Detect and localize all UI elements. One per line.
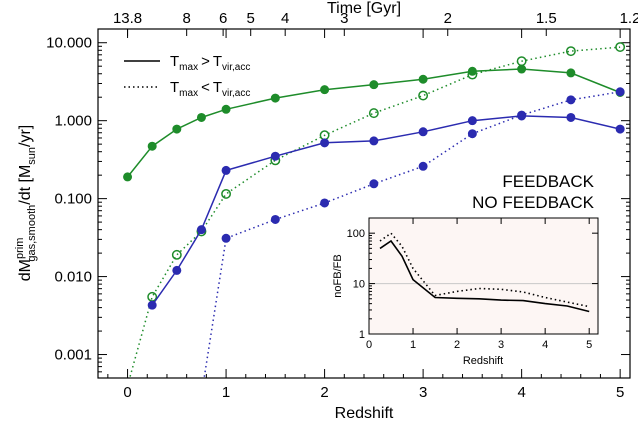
data-point	[566, 95, 576, 105]
data-point	[516, 56, 527, 67]
x-tick-label: 1	[222, 384, 230, 401]
data-point	[368, 108, 379, 119]
main-series-group	[123, 42, 626, 378]
data-point	[418, 90, 429, 101]
data-point	[467, 69, 478, 80]
inset-x-tick-label: 0	[366, 339, 372, 351]
inset-x-tick-label: 4	[542, 339, 548, 351]
legend: Tmax > Tvir,acc Tmax < Tvir,acc	[124, 53, 250, 99]
inset-background	[369, 218, 598, 334]
data-point	[270, 93, 280, 103]
data-point	[221, 165, 231, 175]
inset-x-tick-label: 3	[498, 339, 504, 351]
data-point	[172, 124, 182, 134]
legend-entry-solid: Tmax > Tvir,acc	[170, 53, 250, 73]
y-tick-label: 0.001	[54, 347, 92, 364]
inset-frame	[368, 217, 599, 335]
data-point	[147, 300, 157, 310]
inset-x-axis-title: Redshift	[463, 355, 503, 367]
top-tick-label: 4	[281, 10, 289, 27]
annotation-no-feedback: NO FEEDBACK	[472, 193, 595, 212]
data-point	[221, 233, 231, 243]
data-point	[369, 179, 379, 189]
data-point	[517, 110, 527, 120]
y-axis-title: dMprimgas,smooth/dt [Msun/yr]	[14, 125, 38, 281]
x-tick-label: 5	[616, 384, 624, 401]
annotation-feedback: FEEDBACK	[502, 172, 594, 191]
y-tick-label: 0.100	[54, 191, 92, 208]
data-point	[418, 74, 428, 84]
inset-y-tick-label: 100	[347, 228, 365, 240]
data-point	[467, 129, 477, 139]
y-axis-title-unit-tail: /yr]	[17, 125, 34, 147]
data-point	[221, 188, 232, 199]
top-axis-title: Time [Gyr]	[327, 0, 401, 17]
data-point	[320, 85, 330, 95]
y-axis-title-tail: /dt [M	[17, 165, 34, 205]
y-axis-title-sup: prim	[14, 238, 26, 259]
data-point	[418, 161, 428, 171]
data-point	[615, 42, 626, 53]
inset-series-group	[379, 232, 590, 313]
data-point	[196, 225, 206, 235]
x-tick-label: 4	[517, 384, 525, 401]
series-line	[128, 46, 621, 378]
data-point	[196, 112, 206, 122]
series-line	[151, 115, 621, 306]
data-point	[615, 124, 625, 134]
y-tick-label: 0.010	[54, 269, 92, 286]
y-axis-title-sub: gas,smooth	[26, 205, 38, 262]
data-point	[320, 198, 330, 208]
top-tick-label: 13.8	[113, 10, 142, 27]
y-axis-title-unit-sub: sun	[26, 147, 38, 165]
top-tick-label: 6	[219, 10, 227, 27]
data-point	[320, 138, 330, 148]
data-point	[566, 68, 576, 78]
top-tick-label: 2	[444, 10, 452, 27]
inset-y-axis-title: noFB/FB	[332, 254, 344, 297]
inset-x-tick-label: 2	[454, 339, 460, 351]
inset-x-tick-label: 5	[586, 339, 592, 351]
data-point	[172, 265, 182, 275]
data-point	[418, 127, 428, 137]
data-point	[566, 112, 576, 122]
data-point	[147, 141, 157, 151]
data-point	[270, 214, 280, 224]
data-point	[615, 87, 625, 97]
top-tick-label: 3	[340, 10, 348, 27]
top-tick-label: 1.5	[536, 10, 557, 27]
y-axis-title-base: dM	[17, 259, 34, 281]
x-axis-title: Redshift	[335, 405, 394, 422]
data-point	[123, 172, 133, 182]
top-tick-label: 8	[182, 10, 190, 27]
top-tick-label: 5	[247, 10, 255, 27]
data-point	[467, 116, 477, 126]
data-point	[369, 80, 379, 90]
data-point	[171, 249, 182, 260]
data-point	[565, 46, 576, 57]
data-point	[270, 151, 280, 161]
top-tick-label: 1.2	[620, 10, 638, 27]
inset-series-line	[379, 239, 590, 313]
inset-y-tick-label: 1	[359, 329, 365, 341]
inset-y-tick-label: 10	[353, 279, 365, 291]
data-point	[221, 104, 231, 114]
inset-series-line	[379, 232, 590, 308]
data-point	[369, 136, 379, 146]
inset-x-tick-label: 1	[410, 339, 416, 351]
y-tick-label: 10.000	[46, 35, 92, 52]
x-tick-label: 0	[123, 384, 131, 401]
x-tick-label: 2	[320, 384, 328, 401]
y-tick-label: 1.000	[54, 113, 92, 130]
data-point	[517, 64, 527, 74]
legend-entry-dotted: Tmax < Tvir,acc	[170, 79, 250, 99]
x-tick-label: 3	[419, 384, 427, 401]
